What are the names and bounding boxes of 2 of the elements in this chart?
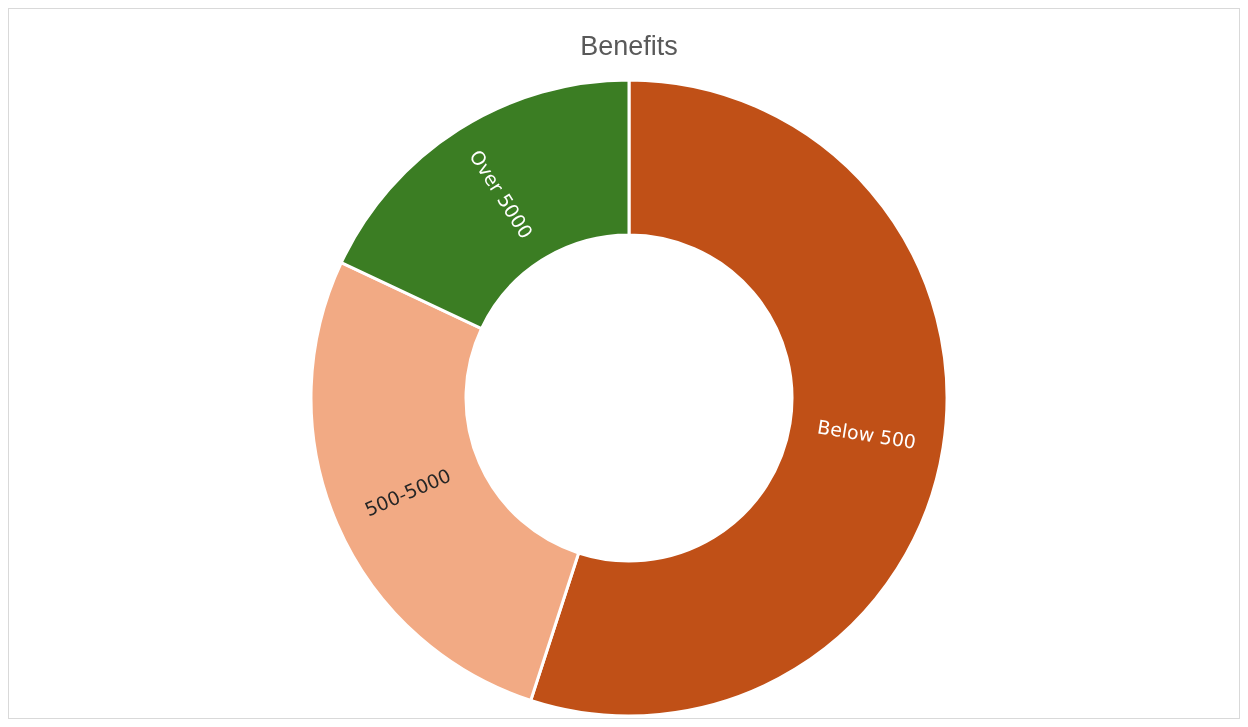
chart-title: Benefits bbox=[580, 31, 678, 61]
slice-label: Below 500 bbox=[815, 415, 918, 453]
